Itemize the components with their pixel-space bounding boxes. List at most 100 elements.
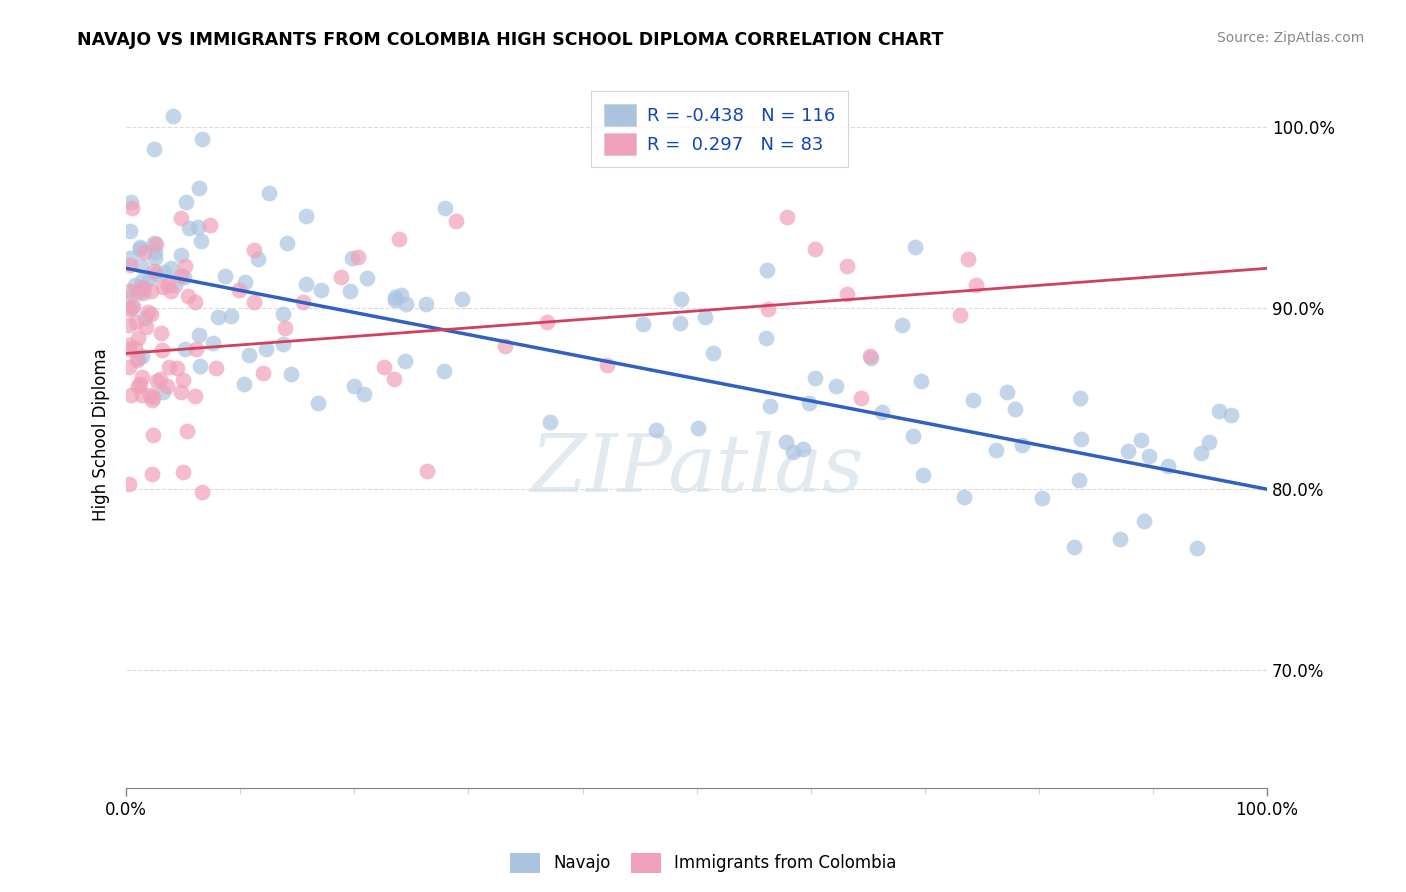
Point bbox=[669, 316, 692, 330]
Point bbox=[280, 367, 302, 381]
Point bbox=[172, 466, 194, 480]
Point bbox=[891, 318, 914, 332]
Point bbox=[238, 347, 260, 361]
Point bbox=[949, 308, 972, 322]
Point bbox=[131, 388, 153, 402]
Point bbox=[128, 240, 150, 254]
Point bbox=[633, 317, 655, 331]
Point bbox=[139, 388, 162, 402]
Point bbox=[388, 232, 411, 246]
Point bbox=[1198, 435, 1220, 450]
Point bbox=[191, 132, 214, 146]
Point bbox=[903, 429, 925, 443]
Point bbox=[188, 181, 211, 195]
Point bbox=[1116, 443, 1139, 458]
Point bbox=[150, 326, 173, 340]
Point bbox=[132, 281, 155, 295]
Point bbox=[494, 339, 516, 353]
Point bbox=[169, 211, 191, 225]
Point bbox=[860, 351, 883, 366]
Point bbox=[149, 372, 172, 386]
Point bbox=[174, 195, 197, 210]
Point bbox=[1208, 404, 1230, 418]
Point bbox=[276, 236, 298, 251]
Point bbox=[384, 293, 406, 308]
Point bbox=[117, 360, 139, 375]
Point bbox=[127, 379, 149, 393]
Point bbox=[131, 274, 153, 288]
Point bbox=[291, 294, 314, 309]
Point bbox=[127, 351, 149, 365]
Point bbox=[295, 277, 318, 292]
Point bbox=[221, 309, 243, 323]
Point bbox=[271, 336, 294, 351]
Point bbox=[129, 377, 152, 392]
Point bbox=[339, 284, 361, 298]
Point bbox=[184, 389, 207, 403]
Point bbox=[596, 358, 619, 372]
Point bbox=[242, 294, 264, 309]
Point bbox=[1185, 541, 1208, 555]
Point bbox=[174, 259, 197, 273]
Point bbox=[124, 341, 146, 355]
Point bbox=[118, 258, 141, 272]
Point bbox=[169, 384, 191, 399]
Point bbox=[128, 285, 150, 299]
Point bbox=[1133, 514, 1156, 528]
Point bbox=[415, 297, 437, 311]
Point bbox=[139, 271, 162, 285]
Point bbox=[163, 277, 186, 292]
Point bbox=[118, 337, 141, 351]
Point bbox=[755, 262, 778, 277]
Point bbox=[120, 251, 142, 265]
Point bbox=[160, 261, 183, 276]
Point bbox=[131, 279, 153, 293]
Point bbox=[118, 224, 141, 238]
Point bbox=[198, 219, 221, 233]
Point bbox=[129, 259, 152, 273]
Point bbox=[825, 379, 848, 393]
Point bbox=[433, 364, 456, 378]
Point bbox=[669, 293, 692, 307]
Point bbox=[775, 434, 797, 449]
Point bbox=[152, 265, 174, 279]
Point bbox=[143, 251, 166, 265]
Point bbox=[141, 307, 163, 321]
Point bbox=[157, 359, 180, 374]
Point bbox=[152, 384, 174, 399]
Point bbox=[120, 195, 142, 210]
Point bbox=[139, 285, 162, 299]
Point bbox=[756, 301, 779, 316]
Point bbox=[254, 342, 277, 356]
Point bbox=[134, 245, 156, 260]
Point bbox=[395, 296, 418, 310]
Point bbox=[127, 353, 149, 368]
Point bbox=[758, 399, 780, 413]
Point bbox=[135, 320, 157, 334]
Point bbox=[965, 278, 987, 293]
Point bbox=[190, 234, 212, 248]
Y-axis label: High School Diploma: High School Diploma bbox=[93, 349, 110, 521]
Point bbox=[910, 374, 932, 388]
Point bbox=[188, 359, 211, 374]
Point bbox=[145, 267, 167, 281]
Point bbox=[353, 386, 375, 401]
Point bbox=[118, 290, 141, 304]
Point bbox=[389, 288, 412, 302]
Point bbox=[962, 393, 984, 408]
Point bbox=[118, 476, 141, 491]
Point bbox=[121, 299, 143, 313]
Point bbox=[131, 369, 153, 384]
Point bbox=[214, 269, 236, 284]
Point bbox=[849, 391, 872, 405]
Point bbox=[156, 278, 179, 293]
Point bbox=[416, 464, 439, 478]
Point bbox=[257, 186, 280, 200]
Point bbox=[1011, 438, 1033, 452]
Point bbox=[120, 388, 142, 402]
Point bbox=[131, 349, 153, 363]
Point bbox=[995, 385, 1018, 400]
Point bbox=[536, 315, 558, 329]
Point bbox=[187, 219, 209, 234]
Point bbox=[307, 396, 329, 410]
